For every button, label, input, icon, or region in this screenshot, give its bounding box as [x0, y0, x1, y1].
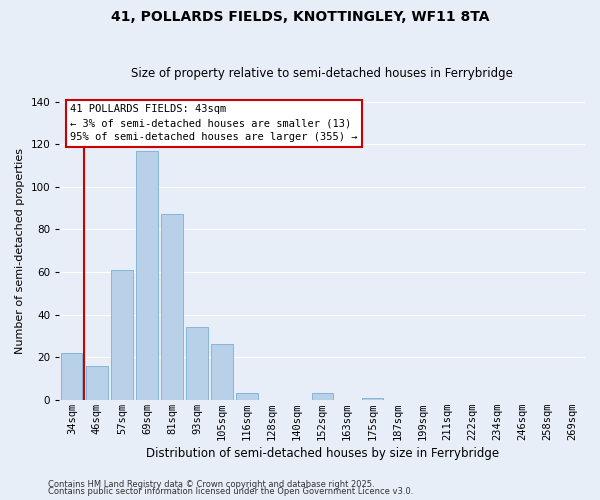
Bar	[86, 366, 107, 400]
Text: 41, POLLARDS FIELDS, KNOTTINGLEY, WF11 8TA: 41, POLLARDS FIELDS, KNOTTINGLEY, WF11 8…	[111, 10, 489, 24]
X-axis label: Distribution of semi-detached houses by size in Ferrybridge: Distribution of semi-detached houses by …	[146, 447, 499, 460]
Bar	[111, 270, 133, 400]
Bar	[136, 150, 158, 400]
Bar	[161, 214, 182, 400]
Text: Contains HM Land Registry data © Crown copyright and database right 2025.: Contains HM Land Registry data © Crown c…	[48, 480, 374, 489]
Bar	[211, 344, 233, 400]
Title: Size of property relative to semi-detached houses in Ferrybridge: Size of property relative to semi-detach…	[131, 66, 513, 80]
Bar	[61, 353, 82, 400]
Text: Contains public sector information licensed under the Open Government Licence v3: Contains public sector information licen…	[48, 488, 413, 496]
Bar	[236, 394, 258, 400]
Bar	[311, 394, 333, 400]
Y-axis label: Number of semi-detached properties: Number of semi-detached properties	[15, 148, 25, 354]
Bar	[187, 328, 208, 400]
Text: 41 POLLARDS FIELDS: 43sqm
← 3% of semi-detached houses are smaller (13)
95% of s: 41 POLLARDS FIELDS: 43sqm ← 3% of semi-d…	[70, 104, 358, 142]
Bar	[362, 398, 383, 400]
